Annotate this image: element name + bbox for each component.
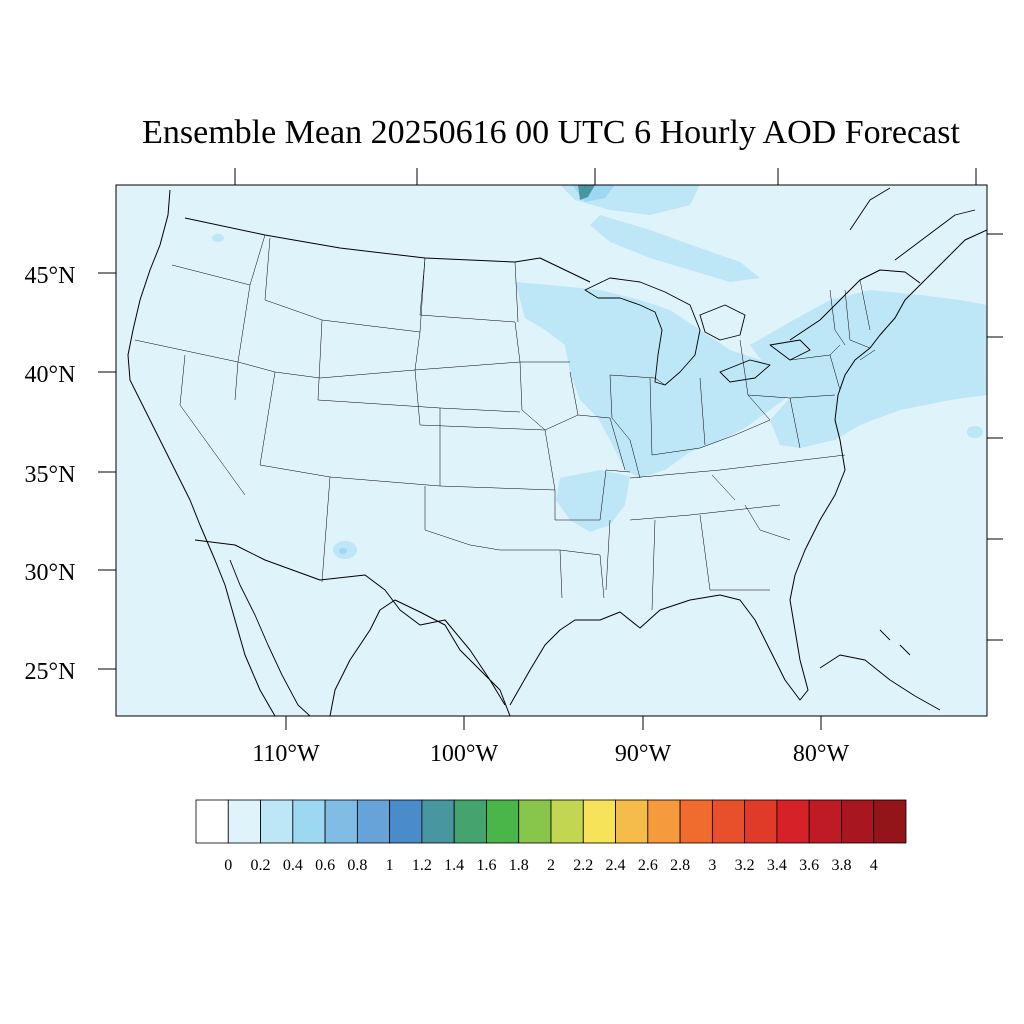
chart-title: Ensemble Mean 20250616 00 UTC 6 Hourly A… bbox=[142, 114, 960, 151]
colorbar-tick-label: 0.4 bbox=[283, 857, 303, 874]
state-line bbox=[651, 339, 836, 456]
state-line bbox=[414, 261, 556, 491]
colorbar-tick-label: 2.6 bbox=[638, 857, 658, 874]
colorbar-tick-label: 2.2 bbox=[573, 857, 593, 874]
colorbar-tick-label: 3.4 bbox=[767, 857, 787, 874]
colorbar-labels: 0 0.2 0.4 0.6 0.8 1 1.2 1.4 1.6 1.8 2 2.2 2.4 2.6 2.8 3… bbox=[224, 857, 877, 874]
colorbar-box bbox=[776, 799, 810, 844]
colorbar-tick-label: 3.8 bbox=[831, 857, 851, 874]
colorbar-box bbox=[582, 799, 616, 844]
axis-ticks bbox=[98, 168, 1003, 730]
colorbar-tick-label: 1.2 bbox=[412, 857, 432, 874]
aod-region-north-core bbox=[578, 185, 595, 200]
atlantic-coastline bbox=[834, 229, 987, 471]
aod-spot-atlantic bbox=[967, 426, 983, 438]
colorbar-box bbox=[389, 799, 423, 844]
aod-spot-bc bbox=[212, 234, 224, 242]
lon-label: 90°W bbox=[615, 741, 672, 767]
aod-region-northeast bbox=[750, 290, 987, 448]
state-line bbox=[605, 454, 846, 611]
colorbar-box bbox=[453, 799, 487, 844]
state-line bbox=[134, 264, 570, 379]
state-line bbox=[789, 279, 876, 391]
state-line bbox=[424, 469, 631, 599]
colorbar-tick-label: 3.2 bbox=[735, 857, 755, 874]
colorbar-box bbox=[711, 799, 746, 844]
state-line bbox=[179, 234, 556, 583]
colorbar-tick-label: 1.6 bbox=[476, 857, 496, 874]
us-mexico-border bbox=[194, 539, 506, 706]
lon-label: 100°W bbox=[430, 741, 499, 767]
colorbar-boxes bbox=[195, 799, 907, 844]
aod-region-ontario-plume bbox=[590, 215, 760, 282]
map-frame: 45°N 40°N 35°N 30°N 25°N 110°W 100°W 90°… bbox=[25, 168, 1003, 767]
lon-label: 80°W bbox=[793, 741, 850, 767]
colorbar-tick-label: 1.8 bbox=[509, 857, 529, 874]
aod-region-midwest bbox=[515, 282, 790, 478]
state-line bbox=[264, 237, 521, 486]
state-line bbox=[544, 371, 666, 479]
colorbar-tick-label: 0.2 bbox=[251, 857, 271, 874]
map-background bbox=[116, 185, 987, 716]
colorbar-box bbox=[744, 799, 778, 844]
colorbar-tick-label: 2.4 bbox=[606, 857, 626, 874]
lat-labels: 45°N 40°N 35°N 30°N 25°N bbox=[25, 263, 76, 685]
colorbar-tick-label: 4 bbox=[870, 857, 878, 874]
canada-coast bbox=[849, 187, 976, 261]
colorbar-tick-label: 2 bbox=[547, 857, 555, 874]
colorbar-box bbox=[647, 799, 681, 844]
colorbar-box bbox=[292, 799, 326, 844]
colorbar-tick-label: 0.8 bbox=[347, 857, 367, 874]
colorbar-tick-label: 0.6 bbox=[315, 857, 335, 874]
colorbar-box bbox=[356, 799, 391, 844]
map-border bbox=[115, 184, 988, 717]
aod-shading-layer bbox=[212, 185, 987, 559]
aod-spot-new-mexico-core bbox=[339, 548, 347, 554]
colorbar-box bbox=[679, 799, 713, 844]
colorbar: 0 0.2 0.4 0.6 0.8 1 1.2 1.4 1.6 1.8 2 2.2 2.4 2.6 2.8 3… bbox=[195, 799, 907, 874]
baja-east-coastline bbox=[229, 559, 311, 716]
lat-label: 30°N bbox=[25, 560, 76, 586]
colorbar-box bbox=[227, 799, 261, 844]
colorbar-box bbox=[260, 799, 294, 844]
colorbar-box bbox=[873, 799, 907, 844]
lat-label: 40°N bbox=[25, 362, 76, 388]
cuba-bahamas bbox=[819, 629, 941, 711]
lat-label: 45°N bbox=[25, 263, 76, 289]
boundaries-layer bbox=[127, 187, 987, 716]
pacific-coastline bbox=[127, 189, 276, 716]
colorbar-box bbox=[324, 799, 358, 844]
lon-label: 110°W bbox=[252, 741, 320, 767]
colorbar-tick-label: 1 bbox=[386, 857, 394, 874]
state-lines bbox=[134, 234, 876, 611]
colorbar-box bbox=[195, 799, 229, 844]
colorbar-box bbox=[421, 799, 455, 844]
colorbar-box bbox=[615, 799, 649, 844]
colorbar-box bbox=[486, 799, 520, 844]
colorbar-tick-label: 0 bbox=[224, 857, 232, 874]
lat-label: 35°N bbox=[25, 462, 76, 488]
colorbar-box bbox=[518, 799, 552, 844]
gulf-coastline bbox=[329, 469, 846, 716]
aod-region-mississippi-valley bbox=[556, 470, 630, 532]
colorbar-tick-label: 3 bbox=[708, 857, 716, 874]
colorbar-box bbox=[841, 799, 875, 844]
lon-labels: 110°W 100°W 90°W 80°W bbox=[252, 741, 849, 767]
colorbar-box bbox=[550, 799, 584, 844]
lat-label: 25°N bbox=[25, 659, 76, 685]
colorbar-tick-label: 3.6 bbox=[799, 857, 819, 874]
colorbar-box bbox=[808, 799, 842, 844]
colorbar-tick-label: 2.8 bbox=[670, 857, 690, 874]
colorbar-tick-label: 1.4 bbox=[444, 857, 464, 874]
